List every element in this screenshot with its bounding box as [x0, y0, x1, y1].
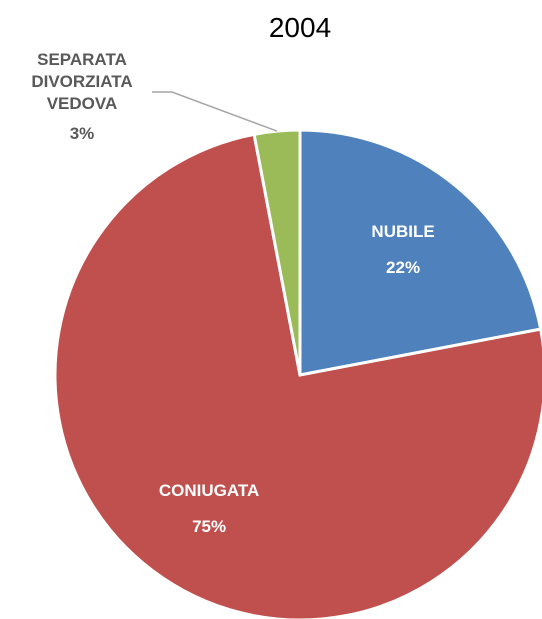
pie-slice [298, 128, 542, 377]
slice-value: 75% [192, 516, 227, 536]
leader-line [152, 91, 278, 132]
slice-label: NUBILE [371, 222, 435, 242]
slice-value: 3% [69, 124, 95, 143]
pie-slice [53, 132, 542, 619]
slice-value: 22% [386, 258, 421, 278]
slice-label: CONIUGATA [158, 480, 260, 500]
chart-title: 2004 [268, 12, 332, 43]
slice-label: SEPARATA DIVORZIATA VEDOVA [31, 50, 133, 113]
pie-slice [252, 128, 302, 376]
